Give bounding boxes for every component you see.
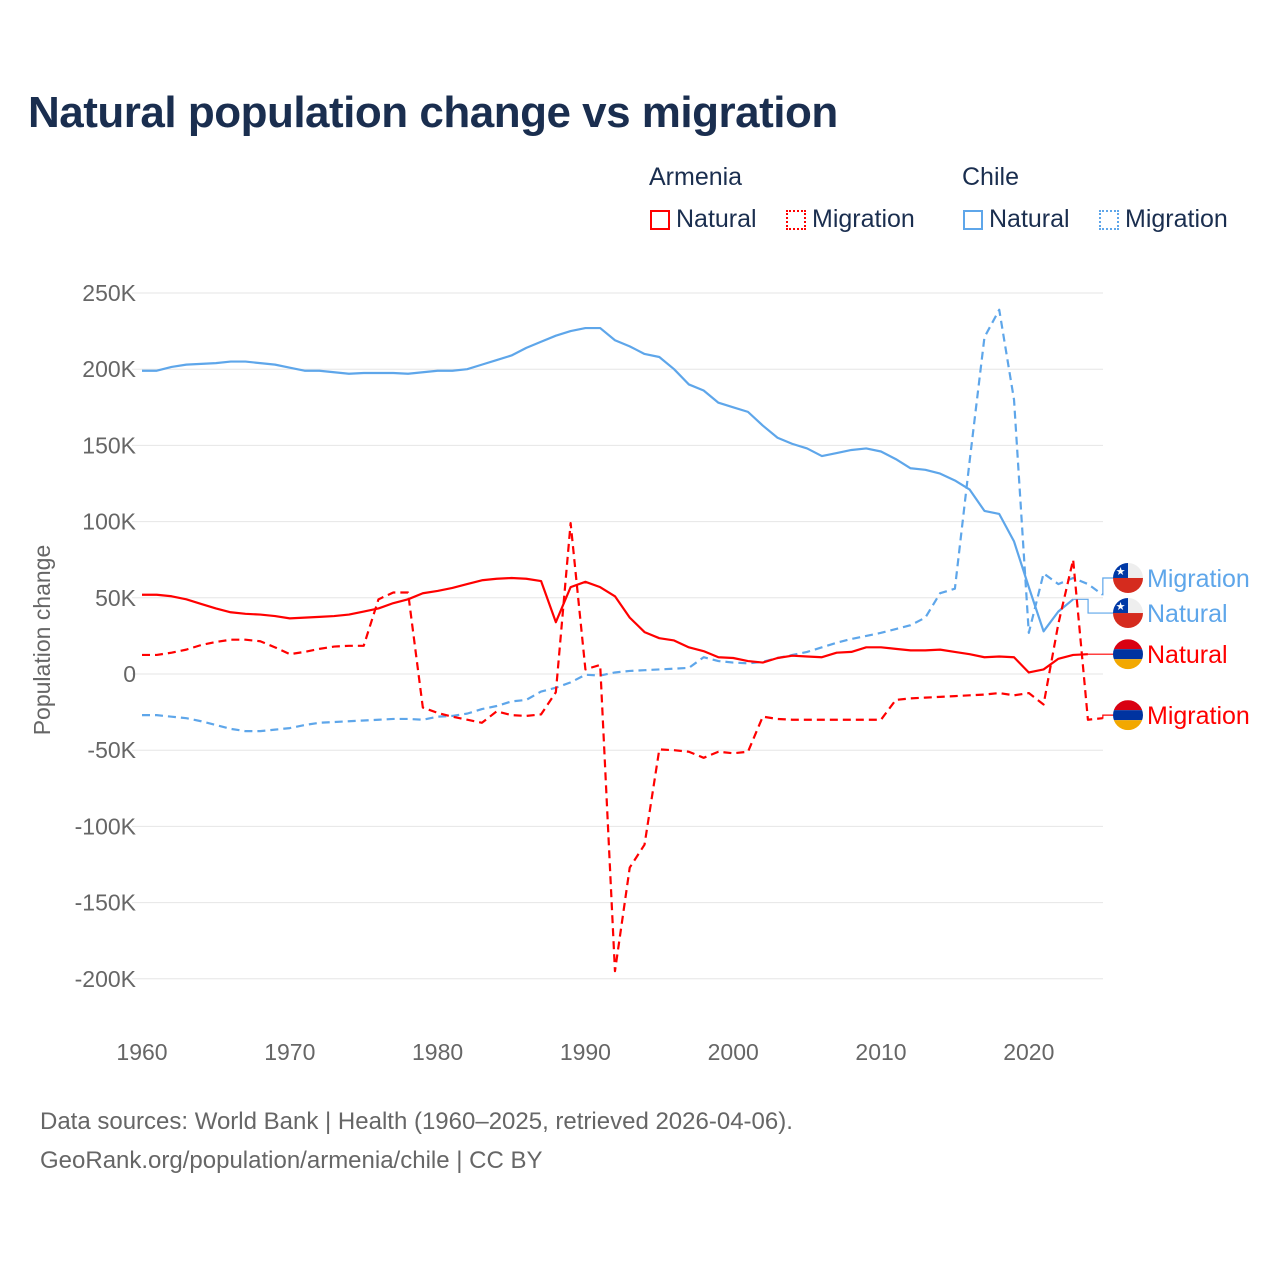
x-tick-label: 1960 [116, 1039, 167, 1065]
legend-chile-migration[interactable]: Migration [1099, 205, 1228, 234]
legend-swatch-solid [963, 209, 983, 230]
series-line-chile-migration [142, 308, 1104, 733]
y-tick-label: 250K [82, 280, 136, 306]
y-tick-label: 50K [95, 585, 137, 611]
svg-text:★: ★ [1116, 601, 1126, 613]
legend-chile-natural[interactable]: Natural [963, 205, 1070, 234]
footer-sources: Data sources: World Bank | Health (1960–… [40, 1108, 793, 1135]
legend-swatch-solid [650, 209, 670, 230]
x-tick-label: 1970 [264, 1039, 315, 1065]
legend-group-chile: Chile [962, 163, 1019, 191]
x-tick-label: 1980 [412, 1039, 463, 1065]
legend-label: Migration [1125, 205, 1228, 233]
y-tick-label: 200K [82, 356, 136, 382]
legend-armenia-migration[interactable]: Migration [786, 205, 915, 234]
legend-group-armenia: Armenia [649, 163, 743, 191]
y-tick-label: -100K [75, 813, 137, 839]
footer-credit: GeoRank.org/population/armenia/chile | C… [40, 1147, 543, 1174]
series-line-armenia-migration [142, 522, 1103, 973]
y-axis-label: Population change [29, 545, 55, 736]
armenia-flag-icon [1113, 700, 1143, 731]
series-line-armenia-natural [142, 576, 1088, 674]
chile-flag-icon: ★ [1113, 562, 1143, 593]
x-tick-label: 2020 [1003, 1039, 1054, 1065]
series-line-chile-natural [142, 326, 1074, 633]
x-tick-label: 2000 [708, 1039, 759, 1065]
legend-label: Natural [676, 205, 757, 233]
armenia-flag-icon [1113, 639, 1143, 670]
y-tick-label: -200K [75, 966, 137, 992]
y-tick-label: 0 [123, 661, 136, 687]
label-connector [1073, 598, 1114, 614]
x-tick-label: 2010 [855, 1039, 906, 1065]
y-tick-label: 100K [82, 509, 136, 535]
legend-swatch-dotted [786, 209, 806, 230]
legend-label: Migration [812, 205, 915, 233]
label-connector [1102, 577, 1114, 596]
series-end-label: Migration [1147, 565, 1250, 593]
legend-label: Natural [989, 205, 1070, 233]
chart-title: Natural population change vs migration [28, 88, 838, 137]
y-tick-label: 150K [82, 432, 136, 458]
legend-armenia-natural[interactable]: Natural [650, 205, 757, 234]
label-connector [1102, 714, 1114, 719]
chile-flag-icon: ★ [1113, 598, 1143, 629]
series-end-label: Natural [1147, 600, 1228, 628]
x-tick-label: 1990 [560, 1039, 611, 1065]
y-tick-label: -50K [87, 737, 136, 763]
legend-swatch-dotted [1099, 209, 1119, 230]
svg-text:★: ★ [1116, 566, 1126, 578]
series-end-label: Migration [1147, 702, 1250, 730]
y-tick-label: -150K [75, 890, 137, 916]
series-end-label: Natural [1147, 641, 1228, 669]
